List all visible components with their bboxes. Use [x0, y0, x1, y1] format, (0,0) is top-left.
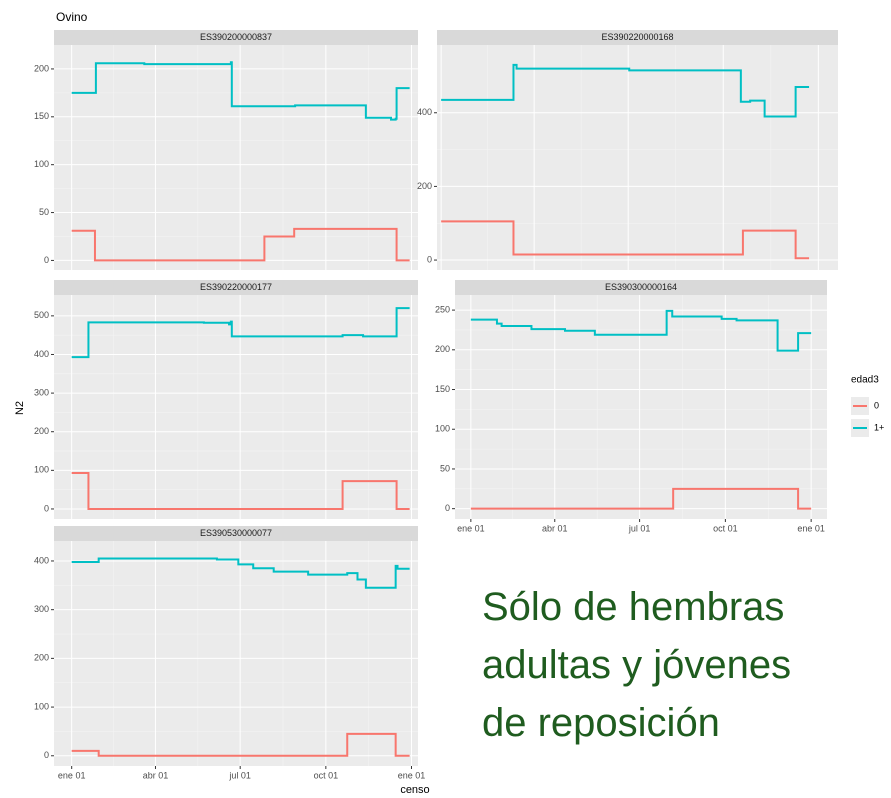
annotation: adultas y jóvenes [482, 643, 791, 687]
series-line [470, 487, 812, 510]
y-tick-label: 50 [440, 463, 450, 473]
annotation: de reposición [482, 701, 720, 745]
strip [455, 280, 827, 295]
series-line [441, 63, 810, 118]
strip [54, 526, 418, 541]
y-tick-label: 100 [435, 424, 450, 434]
y-tick-label: 0 [427, 254, 432, 264]
series-line [71, 307, 410, 359]
y-tick-label: 100 [34, 465, 49, 475]
panel [437, 45, 838, 270]
y-tick-label: 400 [34, 349, 49, 359]
x-tick-label: oct 01 [713, 523, 738, 533]
y-tick-label: 0 [44, 503, 49, 513]
strip-label: ES390300000164 [605, 282, 677, 292]
y-tick-label: 400 [417, 107, 432, 117]
y-tick-label: 200 [34, 426, 49, 436]
legend-title: edad3 [851, 375, 879, 386]
annotation: Sólo de hembras [482, 585, 784, 629]
panel [54, 295, 418, 519]
legend-label: 0 [874, 400, 879, 410]
y-tick-label: 500 [34, 310, 49, 320]
series-line [71, 227, 410, 262]
legend-label: 1+ [874, 422, 884, 432]
chart-title: Ovino [56, 10, 88, 24]
y-tick-label: 300 [34, 387, 49, 397]
y-tick-label: 300 [34, 604, 49, 614]
series-line [71, 732, 410, 757]
strip-label: ES390530000077 [200, 528, 272, 538]
y-tick-label: 200 [34, 653, 49, 663]
x-tick-label: jul 01 [628, 523, 651, 533]
x-tick-label: abr 01 [542, 523, 568, 533]
y-tick-label: 100 [34, 159, 49, 169]
y-tick-label: 0 [44, 255, 49, 265]
y-tick-label: 200 [34, 63, 49, 73]
y-tick-label: 0 [44, 750, 49, 760]
panel [54, 541, 418, 766]
strip-label: ES390200000837 [200, 32, 272, 42]
x-axis-label: censo [400, 784, 429, 796]
y-tick-label: 150 [435, 384, 450, 394]
strip [54, 30, 418, 45]
series-line [441, 220, 810, 260]
series-line [71, 61, 410, 121]
x-tick-label: ene 01 [398, 770, 426, 780]
x-tick-label: ene 01 [797, 523, 825, 533]
y-tick-label: 150 [34, 111, 49, 121]
series-line [470, 309, 812, 352]
panel [54, 45, 418, 270]
y-tick-label: 200 [435, 344, 450, 354]
strip-label: ES390220000168 [601, 32, 673, 42]
x-tick-label: ene 01 [58, 770, 86, 780]
x-tick-label: jul 01 [228, 770, 251, 780]
strip-label: ES390220000177 [200, 282, 272, 292]
y-tick-label: 400 [34, 555, 49, 565]
panel [455, 295, 827, 519]
strip [437, 30, 838, 45]
x-tick-label: abr 01 [143, 770, 169, 780]
y-axis-label: N2 [14, 401, 26, 415]
y-tick-label: 100 [34, 701, 49, 711]
y-tick-label: 0 [445, 503, 450, 513]
y-tick-label: 50 [39, 207, 49, 217]
x-tick-label: ene 01 [457, 523, 485, 533]
series-line [71, 472, 410, 510]
y-tick-label: 250 [435, 304, 450, 314]
series-line [71, 557, 410, 589]
y-tick-label: 200 [417, 181, 432, 191]
strip [54, 280, 418, 295]
x-tick-label: oct 01 [314, 770, 339, 780]
